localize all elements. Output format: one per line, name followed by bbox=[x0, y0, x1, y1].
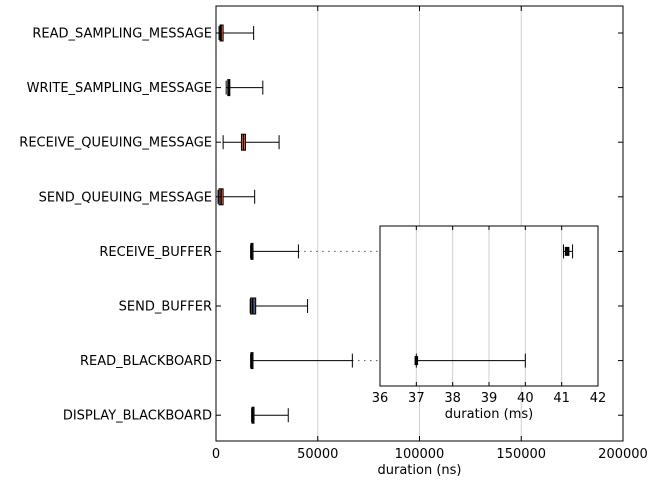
inset-box-receive-buffer bbox=[562, 244, 574, 259]
box-send-queuing-message bbox=[217, 188, 256, 206]
main-category-label: RECEIVE_BUFFER bbox=[99, 245, 212, 260]
inset-x-tick-label: 41 bbox=[553, 391, 570, 406]
main-x-tick-label: 0 bbox=[212, 447, 220, 462]
inset-boxes bbox=[414, 244, 574, 368]
main-category-label: RECEIVE_QUEUING_MESSAGE bbox=[19, 136, 212, 151]
box-receive-buffer bbox=[250, 242, 299, 260]
inset-x-tick-label: 37 bbox=[408, 391, 425, 406]
inset-x-tick-label: 42 bbox=[590, 391, 607, 406]
main-category-label: DISPLAY_BLACKBOARD bbox=[63, 409, 212, 424]
box-send-buffer bbox=[249, 297, 309, 315]
inset-x-tick-label: 36 bbox=[372, 391, 389, 406]
main-x-axis: 0 50000 100000 150000 200000 bbox=[212, 6, 648, 462]
main-category-label: READ_BLACKBOARD bbox=[80, 354, 212, 369]
main-category-label: WRITE_SAMPLING_MESSAGE bbox=[27, 81, 212, 96]
inset-x-tick-label: 38 bbox=[444, 391, 461, 406]
box-receive-queuing-message bbox=[222, 133, 280, 151]
main-x-tick-label: 150000 bbox=[496, 447, 546, 462]
inset-box-iqr bbox=[564, 246, 570, 256]
main-x-tick-label: 100000 bbox=[395, 447, 445, 462]
box-display-blackboard bbox=[251, 406, 289, 424]
inset-box-iqr bbox=[414, 356, 419, 366]
main-category-label: READ_SAMPLING_MESSAGE bbox=[32, 27, 212, 42]
main-category-label: SEND_QUEUING_MESSAGE bbox=[39, 190, 212, 205]
main-x-tick-label: 200000 bbox=[598, 447, 648, 462]
box-read-blackboard bbox=[250, 352, 353, 370]
main-x-axis-label: duration (ns) bbox=[378, 463, 462, 478]
main-x-tick-label: 50000 bbox=[297, 447, 338, 462]
inset-box-read-blackboard bbox=[414, 353, 526, 368]
box-write-sampling-message bbox=[225, 79, 264, 97]
main-category-labels: READ_SAMPLING_MESSAGE WRITE_SAMPLING_MESS… bbox=[19, 27, 623, 424]
inset-x-axis: 36 37 38 39 40 41 42 bbox=[372, 226, 607, 406]
main-boxes bbox=[217, 24, 353, 424]
box-read-sampling-message bbox=[218, 24, 255, 42]
inset-x-tick-label: 39 bbox=[481, 391, 498, 406]
main-category-label: SEND_BUFFER bbox=[119, 300, 212, 315]
inset-x-axis-label: duration (ms) bbox=[445, 407, 533, 422]
inset-x-tick-label: 40 bbox=[517, 391, 534, 406]
